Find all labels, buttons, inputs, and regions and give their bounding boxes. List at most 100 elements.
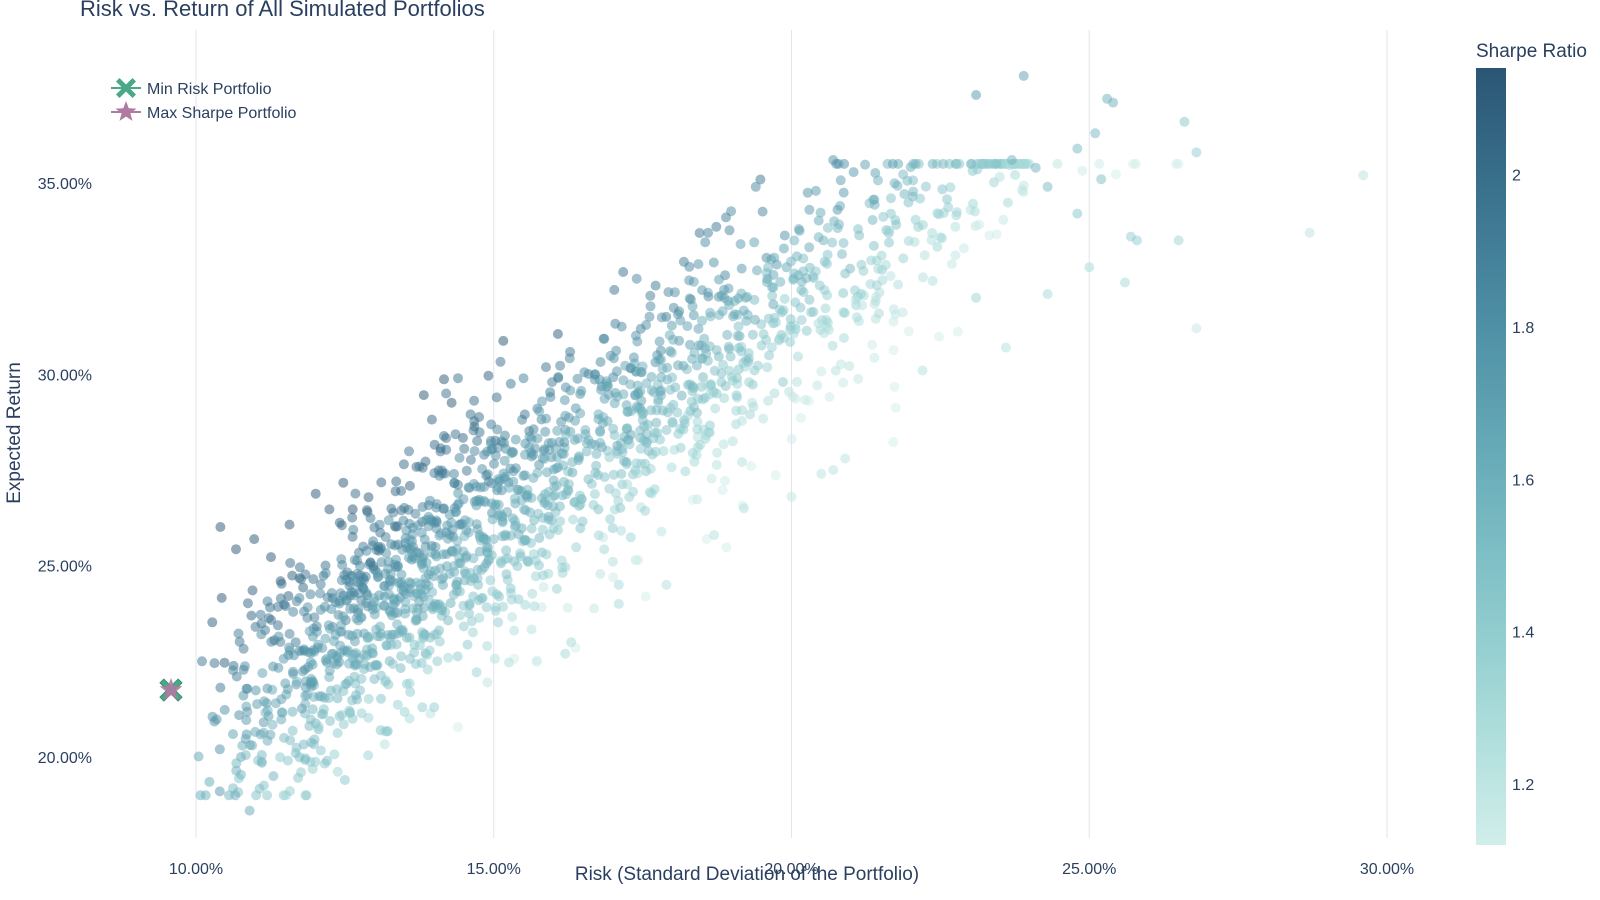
portfolio-point xyxy=(632,380,643,391)
portfolio-point xyxy=(280,678,291,689)
portfolio-point xyxy=(520,470,530,481)
portfolio-point xyxy=(482,677,493,688)
portfolio-point xyxy=(821,315,832,325)
portfolio-point xyxy=(365,513,376,524)
portfolio-point xyxy=(731,405,742,416)
portfolio-point xyxy=(389,559,400,570)
portfolio-point xyxy=(558,449,569,460)
portfolio-point xyxy=(346,649,357,660)
portfolio-point xyxy=(593,504,604,515)
portfolio-point xyxy=(796,285,807,295)
portfolio-point xyxy=(693,259,704,270)
portfolio-point xyxy=(504,482,515,493)
portfolio-point xyxy=(693,340,704,351)
portfolio-point xyxy=(869,194,880,205)
portfolio-point xyxy=(418,631,429,642)
portfolio-point xyxy=(655,434,665,445)
portfolio-point xyxy=(214,744,225,755)
portfolio-point xyxy=(668,302,679,313)
portfolio-point xyxy=(491,392,502,403)
portfolio-point xyxy=(554,501,565,512)
portfolio-point xyxy=(567,467,578,478)
legend-item-max-sharpe[interactable]: Max Sharpe Portfolio xyxy=(111,101,297,122)
portfolio-point xyxy=(300,754,311,765)
portfolio-point xyxy=(1042,289,1053,299)
portfolio-point xyxy=(779,332,789,343)
portfolio-point xyxy=(838,288,849,299)
portfolio-point xyxy=(813,215,824,226)
portfolio-point xyxy=(375,527,386,538)
portfolio-point xyxy=(559,437,570,448)
portfolio-point xyxy=(430,565,441,576)
portfolio-point xyxy=(512,485,523,495)
portfolio-point xyxy=(452,479,463,490)
portfolio-point xyxy=(352,555,363,566)
portfolio-point xyxy=(284,786,295,797)
portfolio-point xyxy=(256,757,267,768)
portfolio-point xyxy=(625,532,636,543)
portfolio-point xyxy=(689,347,700,358)
portfolio-point xyxy=(1021,158,1031,169)
portfolio-point xyxy=(624,492,635,503)
portfolio-point xyxy=(521,490,532,501)
portfolio-point xyxy=(742,309,753,320)
portfolio-point xyxy=(719,393,730,404)
portfolio-point xyxy=(411,588,422,599)
portfolio-point xyxy=(569,435,580,445)
portfolio-point xyxy=(347,504,358,515)
portfolio-point xyxy=(526,624,537,635)
portfolio-point xyxy=(400,596,411,607)
x-gridlines xyxy=(195,30,1388,838)
portfolio-point xyxy=(680,466,691,477)
portfolio-point xyxy=(796,315,807,325)
portfolio-point xyxy=(285,735,296,746)
portfolio-point xyxy=(786,491,797,502)
portfolio-point xyxy=(558,476,569,487)
portfolio-point xyxy=(389,629,400,640)
y-tick-label: 20.00% xyxy=(38,750,92,767)
portfolio-points xyxy=(193,70,1369,816)
portfolio-point xyxy=(801,325,812,336)
portfolio-point xyxy=(617,444,627,455)
portfolio-point xyxy=(236,769,246,780)
portfolio-point xyxy=(781,262,792,273)
portfolio-point xyxy=(305,647,316,658)
portfolio-point xyxy=(383,679,394,690)
portfolio-point xyxy=(785,314,796,325)
portfolio-point xyxy=(498,601,509,612)
portfolio-point xyxy=(593,414,604,425)
portfolio-point xyxy=(405,687,416,697)
portfolio-point xyxy=(406,554,417,565)
portfolio-point xyxy=(672,407,683,418)
portfolio-point xyxy=(577,516,588,527)
portfolio-point xyxy=(351,659,362,670)
portfolio-point xyxy=(551,583,562,594)
portfolio-point xyxy=(724,344,735,355)
portfolio-point xyxy=(353,547,364,558)
portfolio-point xyxy=(541,413,552,424)
legend-item-min-risk[interactable]: Min Risk Portfolio xyxy=(111,78,272,98)
portfolio-point xyxy=(534,406,545,417)
portfolio-point xyxy=(853,373,864,384)
max-sharpe-marker[interactable] xyxy=(159,678,183,700)
portfolio-point xyxy=(322,657,332,668)
portfolio-point xyxy=(608,469,619,480)
portfolio-point xyxy=(688,383,699,394)
portfolio-point xyxy=(622,423,633,434)
portfolio-point xyxy=(265,602,275,613)
portfolio-point xyxy=(778,305,789,316)
portfolio-point xyxy=(727,436,738,447)
portfolio-point xyxy=(519,409,530,420)
portfolio-point xyxy=(743,348,754,359)
portfolio-point xyxy=(283,591,294,601)
portfolio-point xyxy=(418,390,429,401)
portfolio-point xyxy=(824,392,835,402)
portfolio-point xyxy=(599,393,610,404)
portfolio-point xyxy=(816,468,827,479)
portfolio-point xyxy=(216,592,227,603)
portfolio-point xyxy=(605,514,616,525)
portfolio-point xyxy=(951,210,962,221)
portfolio-point xyxy=(397,626,408,637)
portfolio-point xyxy=(487,586,498,597)
portfolio-point xyxy=(702,380,713,391)
